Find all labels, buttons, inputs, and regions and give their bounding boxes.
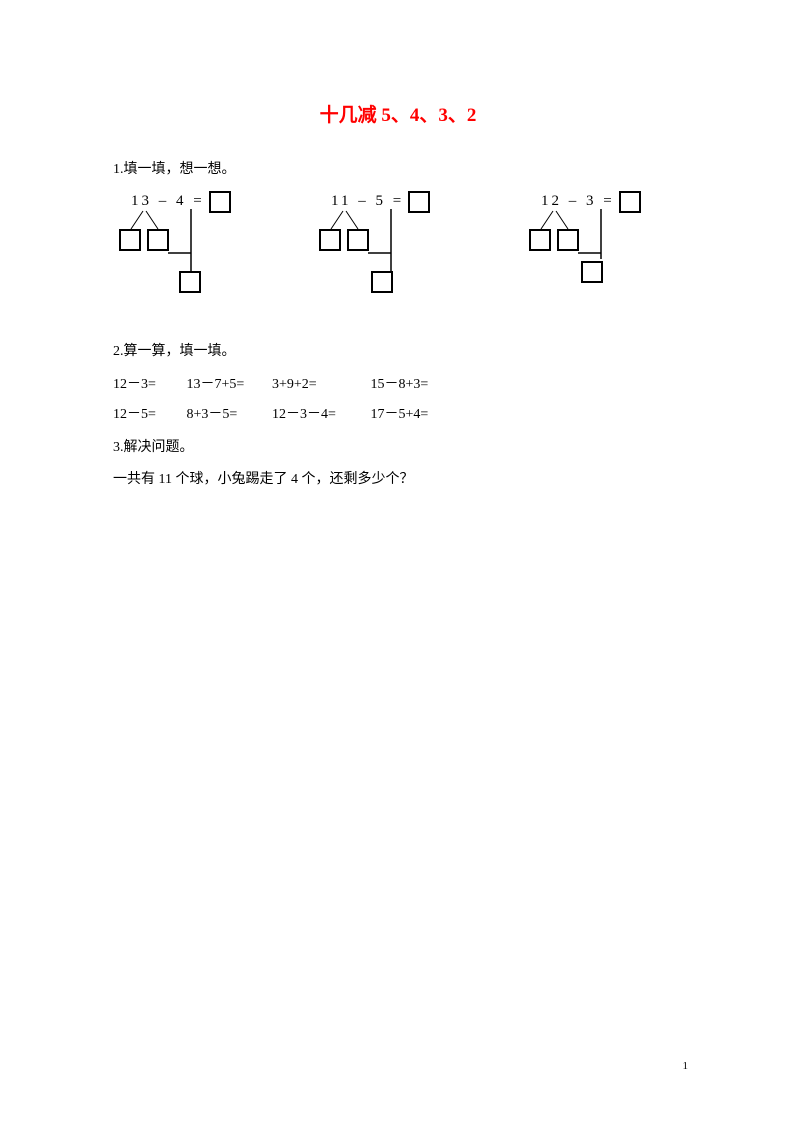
question-1-label: 1.填一填，想一想。 — [113, 159, 683, 181]
question-3-label: 3.解决问题。 — [113, 437, 683, 459]
calc-2-3: 12－3－4= — [272, 404, 367, 426]
diagrams-container: 13 – 4 = 11 – 5 = — [113, 191, 683, 311]
split-box-1b — [147, 229, 169, 251]
document-title: 十几减 5、4、3、2 — [113, 100, 683, 127]
calc-row-2: 12－5= 8+3－5= 12－3－4= 17－5+4= — [113, 404, 683, 426]
bottom-box-1 — [179, 271, 201, 293]
page-content: 十几减 5、4、3、2 1.填一填，想一想。 13 – 4 = 11 – 5 = — [0, 0, 793, 541]
title-text: 十几减 5、4、3、2 — [320, 105, 477, 126]
split-box-1a — [119, 229, 141, 251]
calc-2-4: 17－5+4= — [371, 404, 461, 426]
diagram-1: 13 – 4 = — [113, 191, 263, 311]
diagram-2: 11 – 5 = — [323, 191, 473, 311]
calc-2-2: 8+3－5= — [187, 404, 269, 426]
calc-1-1: 12－3= — [113, 374, 183, 396]
page-number: 1 — [683, 1060, 689, 1072]
diagram-1-lines — [113, 191, 283, 311]
split-box-3a — [529, 229, 551, 251]
diagram-3-lines — [533, 191, 703, 311]
question-2-label: 2.算一算，填一填。 — [113, 341, 683, 363]
bottom-box-2 — [371, 271, 393, 293]
calc-row-1: 12－3= 13－7+5= 3+9+2= 15－8+3= — [113, 374, 683, 396]
calc-1-4: 15－8+3= — [371, 374, 461, 396]
diagram-2-lines — [323, 191, 493, 311]
split-box-2a — [319, 229, 341, 251]
question-3-text: 一共有 11 个球，小兔踢走了 4 个，还剩多少个？ — [113, 469, 683, 491]
calc-1-3: 3+9+2= — [272, 374, 367, 396]
split-box-3b — [557, 229, 579, 251]
calc-1-2: 13－7+5= — [187, 374, 269, 396]
calc-2-1: 12－5= — [113, 404, 183, 426]
split-box-2b — [347, 229, 369, 251]
bottom-box-3 — [581, 261, 603, 283]
diagram-3: 12 – 3 = — [533, 191, 683, 311]
